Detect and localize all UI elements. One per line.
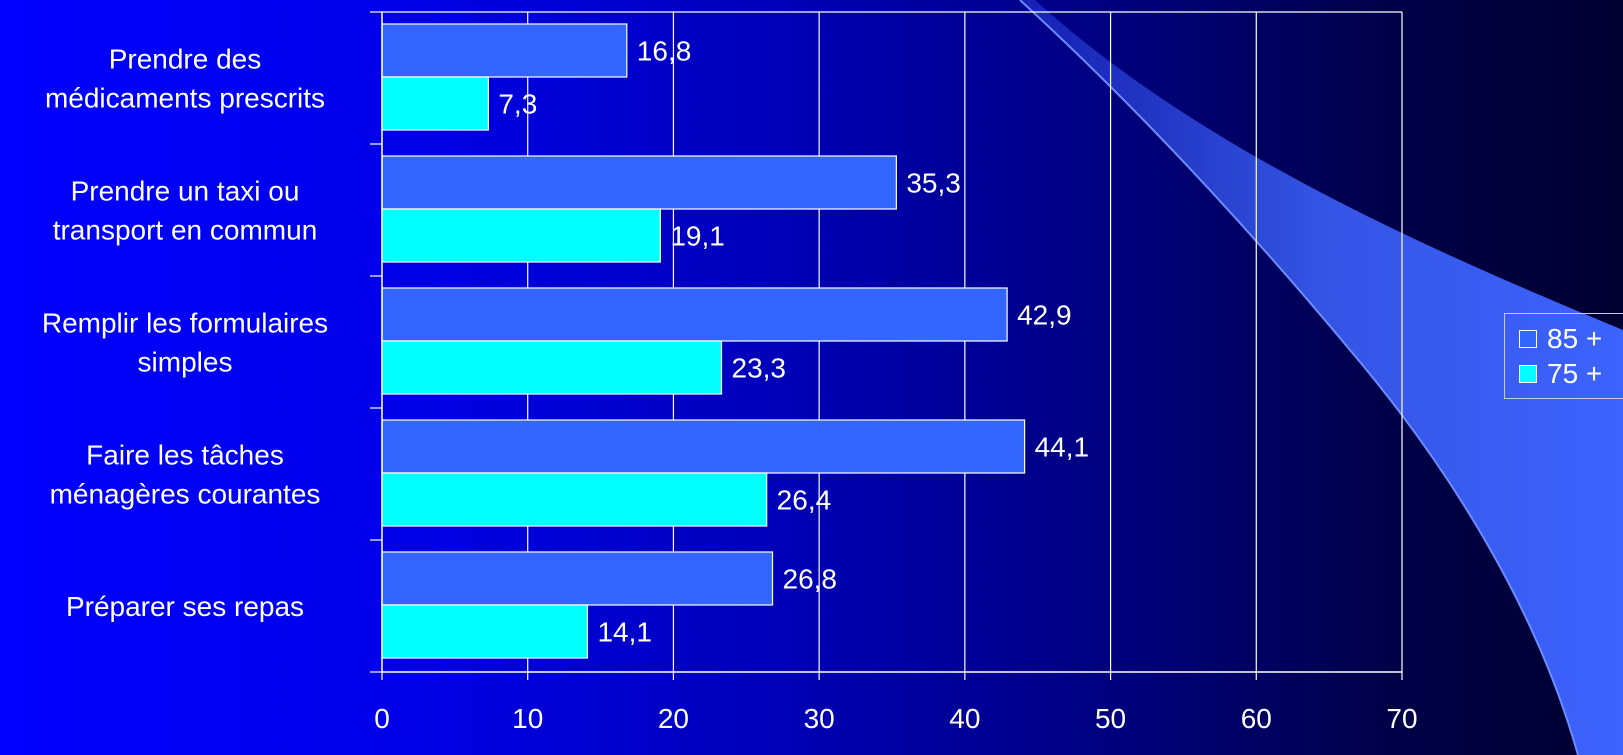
category-label: Faire les tâches: [86, 440, 284, 471]
bar-series-85: [381, 23, 628, 78]
category-label: Prendre des: [109, 44, 262, 75]
bar-series-75: [381, 340, 723, 395]
axes: [370, 11, 1403, 680]
category-label: simples: [138, 347, 233, 378]
data-label: 7,3: [498, 89, 537, 120]
x-tick-label: 50: [1095, 703, 1126, 734]
legend-label-75: 75 +: [1547, 358, 1603, 389]
data-label: 35,3: [906, 168, 961, 199]
category-label: médicaments prescrits: [45, 83, 325, 114]
x-tick-label: 20: [658, 703, 689, 734]
bar-series-85: [381, 287, 1008, 342]
category-label: Prendre un taxi ou: [71, 176, 300, 207]
legend-swatch-85: [1519, 330, 1537, 348]
x-tick-labels: 0 10 20 30 40 50 60 70: [374, 703, 1417, 734]
swoosh-edge: [1019, 0, 1579, 755]
x-tick-label: 40: [949, 703, 980, 734]
x-tick-label: 10: [512, 703, 543, 734]
x-tick-label: 70: [1386, 703, 1417, 734]
bar-series-85: [381, 155, 897, 210]
legend-item-75: 75 +: [1519, 358, 1603, 389]
legend-swatch-75: [1519, 365, 1537, 383]
bar-series-85: [381, 419, 1026, 474]
bar-series-75: [381, 208, 661, 263]
category-label: transport en commun: [53, 215, 318, 246]
bar-series-75: [381, 472, 768, 527]
data-label: 26,8: [783, 564, 838, 595]
data-label: 42,9: [1017, 300, 1072, 331]
data-label: 14,1: [597, 617, 652, 648]
data-label: 44,1: [1035, 432, 1090, 463]
bar-series-75: [381, 604, 589, 659]
legend: 85 + 75 +: [1504, 313, 1623, 399]
bar-series-85: [381, 551, 774, 606]
data-labels: 16,8 7,3 35,3 19,1 42,9 23,3 44,1 26,4 26,8 14,1: [498, 36, 1089, 648]
category-label: Remplir les formulaires: [42, 308, 328, 339]
bars: [381, 23, 1026, 659]
legend-item-85: 85 +: [1519, 323, 1603, 354]
category-label: ménagères courantes: [50, 479, 321, 510]
category-label: Préparer ses repas: [66, 591, 304, 622]
x-tick-label: 0: [374, 703, 390, 734]
bar-series-75: [381, 76, 489, 131]
x-tick-label: 30: [804, 703, 835, 734]
swoosh-shape: [1020, 0, 1623, 755]
category-labels: Prendre des médicaments prescrits Prendre …: [42, 44, 328, 623]
data-label: 16,8: [637, 36, 692, 67]
data-label: 19,1: [670, 221, 725, 252]
x-tick-label: 60: [1241, 703, 1272, 734]
legend-label-85: 85 +: [1547, 323, 1603, 354]
data-label: 23,3: [732, 353, 787, 384]
data-label: 26,4: [777, 485, 832, 516]
